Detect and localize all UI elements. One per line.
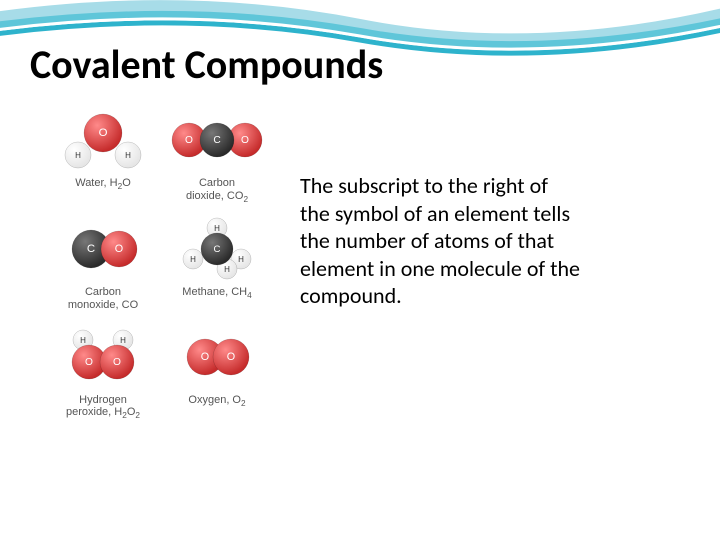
atom-label: O [227, 351, 235, 363]
molecule-svg-co: CO [53, 214, 153, 284]
atom-label: O [201, 351, 209, 363]
molecule-water: H H O Water, H2O [50, 105, 156, 204]
body-text: The subscript to the right of the symbol… [300, 172, 580, 310]
atom-label: H [125, 151, 131, 160]
molecule-svg-o2: OO [167, 322, 267, 392]
atom-label: H [214, 224, 220, 233]
atom-label: O [113, 357, 121, 368]
molecule-label-h2o2: Hydrogenperoxide, H2O2 [66, 394, 140, 421]
molecule-label-co: Carbonmonoxide, CO [68, 286, 138, 311]
atom-label: O [185, 135, 193, 146]
atom-label: O [85, 357, 93, 368]
molecule-svg-water: H H O [53, 105, 153, 175]
molecule-svg-h2o2: H H O O [53, 322, 153, 392]
molecule-co: COCarbonmonoxide, CO [50, 214, 156, 311]
molecule-h2o2: H H O O Hydrogenperoxide, H2O2 [50, 322, 156, 421]
wave-path-1 [0, 6, 720, 39]
atom-label: H [75, 151, 81, 160]
molecule-label-co2: Carbondioxide, CO2 [186, 177, 248, 204]
molecule-label-ch4: Methane, CH4 [182, 286, 251, 301]
atom-label: O [241, 135, 249, 146]
slide: Covalent Compounds HHOWater, H2OOOCCarbo… [0, 0, 720, 540]
atom-label: H [80, 336, 86, 345]
molecule-co2: O O C Carbondioxide, CO2 [164, 105, 270, 204]
atom-label: C [87, 243, 95, 255]
molecule-o2: OOOxygen, O2 [164, 322, 270, 421]
molecule-svg-co2: OOC [167, 105, 267, 175]
atom-label: H [190, 255, 196, 264]
atom-label: H [224, 265, 230, 274]
molecule-svg-ch4: HHHHC [167, 214, 267, 284]
atom-label: O [99, 127, 108, 139]
slide-title: Covalent Compounds [30, 40, 383, 89]
molecule-ch4: HHHHCMethane, CH4 [164, 214, 270, 311]
atom-label: H [238, 255, 244, 264]
atom-label: C [214, 244, 221, 255]
molecule-label-o2: Oxygen, O2 [188, 394, 245, 409]
atom-label: O [115, 243, 123, 255]
molecule-label-water: Water, H2O [75, 177, 131, 192]
molecule-grid: HHOWater, H2OOOCCarbondioxide, CO2COCarb… [50, 105, 270, 421]
atom-label: C [213, 135, 220, 146]
atom-label: H [120, 336, 126, 345]
